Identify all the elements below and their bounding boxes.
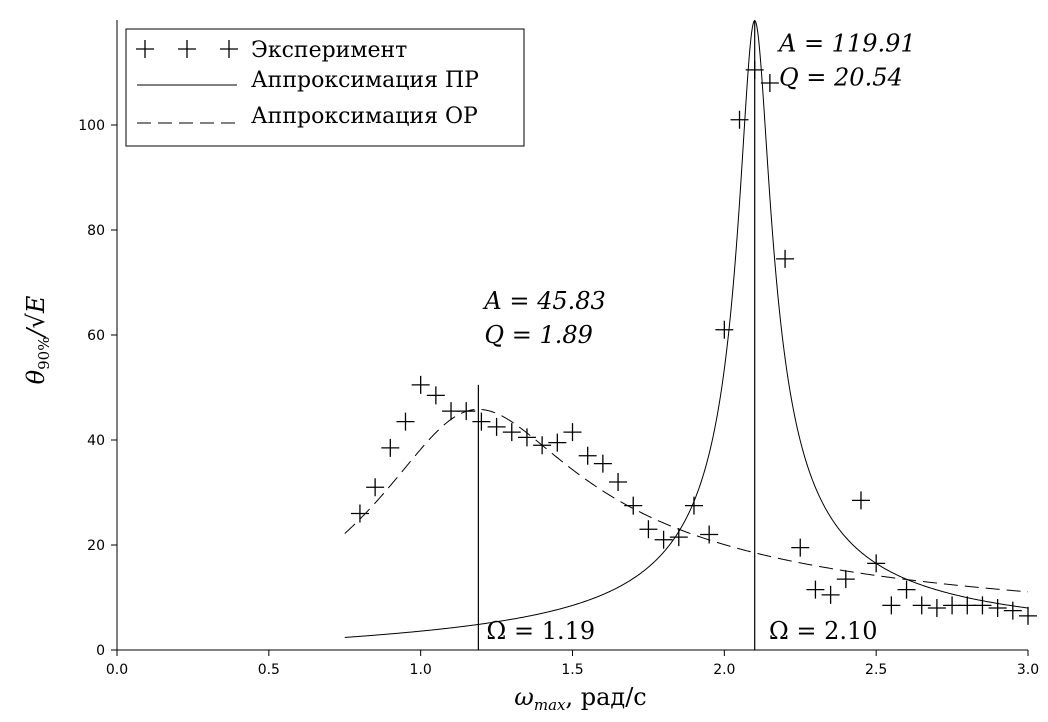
legend-plus — [136, 40, 154, 58]
x-tick-label: 1.0 — [410, 662, 432, 678]
annotation-omega: Ω = 1.19 — [486, 617, 595, 645]
experiment-point — [487, 417, 506, 436]
experiment-point — [988, 599, 1007, 617]
annotation-amplitude: A = 119.91 — [777, 30, 916, 58]
experiment-point — [457, 402, 476, 421]
legend-plus — [220, 40, 238, 58]
y-tick-label: 60 — [87, 328, 105, 344]
resonance-lines — [477, 20, 756, 650]
experiment-point — [654, 530, 673, 549]
experiment-point — [912, 596, 931, 615]
y-tick-label: 20 — [87, 538, 105, 554]
legend-plus — [178, 40, 196, 58]
y-axis-label-rest: /√E — [22, 295, 50, 338]
experiment-point — [609, 473, 628, 491]
y-axis-label-sub: 90% — [35, 337, 53, 370]
x-tick-label: 0.5 — [258, 662, 280, 678]
experiment-point — [502, 423, 521, 442]
experiment-point — [927, 599, 946, 617]
experiment-point — [715, 320, 734, 339]
experiment-point — [442, 402, 461, 421]
experiment-point — [1019, 606, 1037, 625]
experiment-point — [411, 375, 430, 394]
x-tick-label: 2.5 — [865, 662, 887, 678]
experiment-point — [776, 249, 795, 268]
x-axis-label-unit: , рад/с — [565, 683, 646, 711]
experiment-point — [624, 496, 643, 515]
legend-marker-experiment — [136, 40, 238, 58]
annotation-quality: Q = 20.54 — [779, 64, 903, 92]
experiment-point — [426, 386, 445, 405]
y-tick-label: 80 — [87, 223, 105, 239]
experiment-point — [867, 554, 886, 573]
experiment-point — [1003, 601, 1022, 620]
experiment-point — [548, 433, 567, 452]
x-tick-label: 3.0 — [1017, 662, 1039, 678]
experiment-point — [350, 504, 369, 523]
y-tick-label: 0 — [96, 643, 105, 659]
axes: 0.0 0.5 1.0 1.5 2.0 2.5 3.0 0 20 40 60 80 100 ωmax, р… — [22, 20, 1039, 714]
legend: Эксперимент Аппроксимация ПР Аппроксимация… — [125, 28, 525, 147]
legend-label: Аппроксимация ОР — [251, 104, 478, 129]
experiment-point — [836, 570, 855, 589]
experiment-point — [684, 496, 703, 515]
x-axis-label-sub: max — [534, 696, 566, 714]
experiment-point — [791, 538, 810, 557]
experiment-point — [700, 525, 719, 544]
experiment-point — [669, 528, 688, 547]
experiment-point — [973, 596, 992, 615]
experiment-point — [533, 436, 552, 455]
fit-curves — [344, 19, 1029, 638]
x-tick-label: 2.0 — [713, 662, 735, 678]
annotation-quality: Q = 1.89 — [484, 321, 592, 349]
experiment-point — [943, 596, 962, 615]
annotations: A = 119.91 Q = 20.54 Ω = 2.10 A = 45.83 Q = … — [482, 30, 915, 645]
experiment-point — [517, 428, 536, 447]
experiment-point — [851, 491, 870, 510]
experiment-point — [882, 596, 901, 615]
experiment-points — [350, 60, 1037, 625]
annotation-omega: Ω = 2.10 — [769, 617, 878, 645]
experiment-point — [958, 596, 977, 615]
y-axis-label-main: θ — [22, 369, 50, 384]
experiment-point — [593, 454, 612, 473]
experiment-point — [897, 580, 916, 599]
experiment-point — [396, 412, 415, 431]
legend-label: Аппроксимация ПР — [251, 68, 479, 93]
x-axis-label-main: ω — [514, 683, 534, 711]
experiment-point — [821, 585, 840, 604]
fit-curve-or — [344, 408, 1029, 593]
experiment-point — [760, 74, 779, 92]
experiment-point — [745, 60, 764, 79]
x-tick-label: 1.5 — [561, 662, 583, 678]
experiment-point — [366, 478, 385, 497]
fit-curve-pr — [344, 19, 1029, 638]
experiment-point — [730, 110, 749, 129]
experiment-point — [472, 412, 491, 431]
y-tick-label: 100 — [78, 118, 105, 134]
legend-label: Эксперимент — [251, 38, 407, 63]
y-tick-label: 40 — [87, 433, 105, 449]
x-axis-label: ωmax, рад/с — [514, 683, 646, 714]
experiment-point — [381, 438, 400, 457]
experiment-point — [806, 580, 825, 599]
annotation-amplitude: A = 45.83 — [482, 287, 605, 315]
x-tick-label: 0.0 — [106, 662, 128, 678]
experiment-point — [563, 423, 582, 442]
experiment-point — [639, 520, 658, 539]
y-axis-label: θ90%/√E — [22, 295, 53, 384]
experiment-point — [578, 446, 597, 465]
